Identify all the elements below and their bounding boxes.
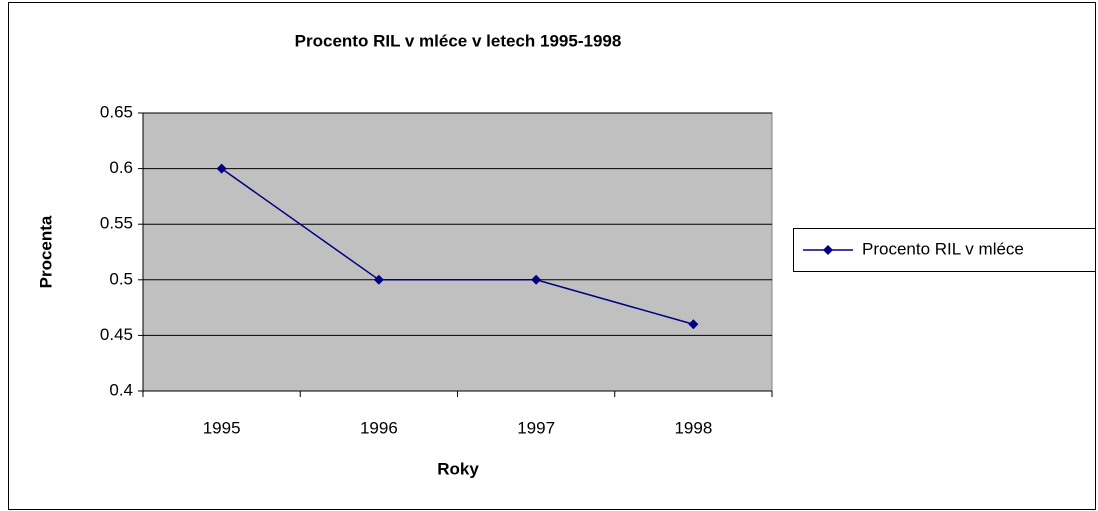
x-tick-label: 1998	[674, 418, 712, 437]
plot-area	[142, 112, 773, 392]
y-tick-label: 0.4	[109, 380, 133, 399]
x-tick-label: 1997	[517, 418, 555, 437]
series-line	[221, 167, 694, 326]
y-tick-label: 0.55	[100, 214, 133, 233]
legend-marker	[823, 245, 833, 255]
y-tick-label: 0.65	[100, 102, 133, 121]
chart-title: Procento RIL v mléce v letech 1995-1998	[295, 31, 622, 50]
data-point	[216, 163, 227, 174]
y-tick-label: 0.45	[100, 325, 133, 344]
x-axis-label: Roky	[437, 459, 479, 478]
legend-label: Procento RIL v mléce	[862, 239, 1024, 258]
y-axis-label: Procenta	[36, 215, 55, 288]
data-point	[373, 274, 384, 285]
x-tick-label: 1996	[360, 418, 398, 437]
y-tick-label: 0.6	[109, 158, 133, 177]
data-point	[531, 274, 542, 285]
y-tick-label: 0.5	[109, 269, 133, 288]
x-tick-label: 1995	[203, 418, 241, 437]
data-point	[688, 319, 699, 330]
